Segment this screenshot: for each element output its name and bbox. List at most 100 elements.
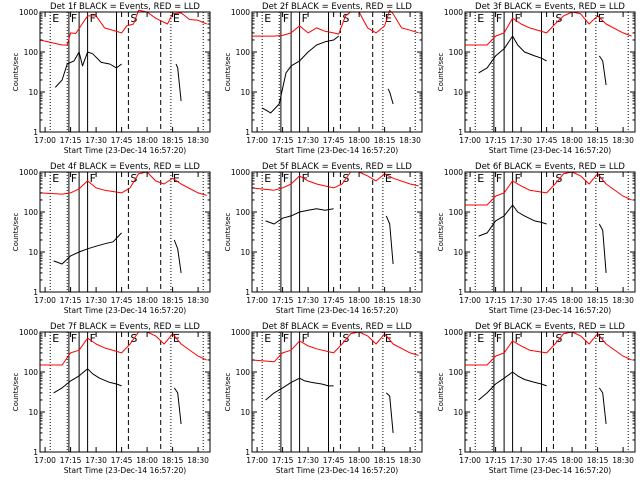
x-tick-label: 18:15 [587, 136, 609, 145]
x-tick-label: 17:45 [536, 136, 558, 145]
events-series-line [173, 239, 182, 273]
y-tick-label: 100 [236, 208, 251, 217]
x-tick-label: 17:30 [297, 136, 319, 145]
x-tick-label: 17:00 [246, 296, 268, 305]
lld-series-line [251, 171, 419, 191]
marker-label: E [173, 172, 180, 185]
x-tick-label: 18:15 [587, 456, 609, 465]
x-tick-label: 17:45 [536, 456, 558, 465]
y-tick-label: 100 [24, 208, 39, 217]
y-axis-label: Counts/sec [437, 213, 445, 252]
marker-label: F [71, 172, 77, 185]
x-tick-label: 18:30 [187, 296, 209, 305]
y-axis-label: Counts/sec [224, 373, 232, 412]
marker-label: S [130, 172, 137, 185]
y-tick-label: 1000 [444, 168, 463, 177]
y-tick-label: 100 [449, 368, 464, 377]
x-tick-label: 17:45 [323, 136, 345, 145]
chart-title: Det 1f BLACK = Events, RED = LLD [50, 2, 200, 12]
marker-label: F [496, 332, 502, 345]
x-tick-label: 17:30 [85, 136, 107, 145]
events-series-line [478, 35, 547, 74]
x-tick-label: 18:00 [348, 456, 370, 465]
marker-label: S [342, 12, 349, 25]
marker-label: F [90, 332, 96, 345]
x-tick-label: 17:00 [246, 136, 268, 145]
y-tick-label: 10 [453, 408, 463, 417]
x-tick-label: 18:15 [162, 136, 184, 145]
x-tick-label: 18:00 [136, 136, 158, 145]
y-tick-label: 100 [449, 48, 464, 57]
x-tick-label: 18:30 [399, 136, 421, 145]
x-tick-label: 18:00 [561, 136, 583, 145]
events-series-line [387, 88, 394, 105]
y-tick-label: 1 [458, 128, 463, 137]
lld-series-line [39, 9, 207, 46]
plot-frame [39, 331, 211, 453]
x-tick-label: 18:00 [561, 296, 583, 305]
x-tick-label: 17:45 [111, 456, 133, 465]
x-tick-label: 17:00 [34, 296, 56, 305]
x-tick-label: 17:30 [85, 296, 107, 305]
marker-label: E [264, 332, 271, 345]
events-series-line [385, 215, 394, 265]
x-tick-label: 18:30 [612, 296, 634, 305]
x-tick-label: 18:15 [374, 136, 396, 145]
x-tick-label: 17:30 [297, 456, 319, 465]
marker-label: F [283, 332, 289, 345]
lld-series-line [252, 9, 419, 37]
y-tick-label: 1 [33, 448, 38, 457]
y-tick-label: 1000 [444, 8, 463, 17]
events-series-line [54, 51, 122, 88]
x-tick-label: 17:15 [60, 296, 82, 305]
x-axis-label: Start Time (23-Dec-14 16:57:20) [489, 306, 611, 315]
x-tick-label: 17:30 [297, 296, 319, 305]
lld-series-line [465, 331, 632, 366]
x-tick-label: 17:45 [323, 456, 345, 465]
marker-label: E [264, 12, 271, 25]
x-axis-label: Start Time (23-Dec-14 16:57:20) [489, 146, 611, 155]
y-tick-label: 1 [33, 128, 38, 137]
x-axis-label: Start Time (23-Dec-14 16:57:20) [489, 466, 611, 475]
marker-label: E [477, 172, 484, 185]
plot-frame [251, 171, 423, 293]
x-tick-label: 18:15 [162, 456, 184, 465]
x-tick-label: 17:00 [34, 456, 56, 465]
x-axis-label: Start Time (23-Dec-14 16:57:20) [276, 146, 398, 155]
events-series-line [385, 392, 394, 433]
chart-title: Det 7f BLACK = Events, RED = LLD [50, 322, 200, 332]
y-axis-label: Counts/sec [437, 373, 445, 412]
lld-series-line [40, 331, 207, 366]
x-tick-label: 17:45 [323, 296, 345, 305]
y-tick-label: 100 [236, 48, 251, 57]
marker-label: E [385, 172, 392, 185]
chart-title: Det 2f BLACK = Events, RED = LLD [262, 2, 412, 12]
x-tick-label: 17:15 [272, 456, 294, 465]
x-tick-label: 17:00 [459, 296, 481, 305]
y-axis-label: Counts/sec [12, 213, 20, 252]
x-tick-label: 18:30 [187, 136, 209, 145]
x-tick-label: 17:15 [272, 296, 294, 305]
chart-title: Det 3f BLACK = Events, RED = LLD [475, 2, 625, 12]
lld-series-line [465, 171, 632, 206]
plot-frame [251, 331, 423, 453]
y-axis-label: Counts/sec [437, 53, 445, 92]
x-tick-label: 17:30 [510, 296, 532, 305]
marker-label: E [477, 12, 484, 25]
plot-frame [39, 171, 211, 293]
x-tick-label: 18:00 [348, 136, 370, 145]
events-series-line [598, 55, 607, 86]
y-tick-label: 1 [245, 448, 250, 457]
x-axis-label: Start Time (23-Dec-14 16:57:20) [276, 306, 398, 315]
y-tick-label: 10 [240, 88, 250, 97]
x-tick-label: 18:15 [162, 296, 184, 305]
events-series-line [598, 387, 607, 425]
x-tick-label: 17:15 [485, 296, 507, 305]
y-tick-label: 100 [24, 48, 39, 57]
